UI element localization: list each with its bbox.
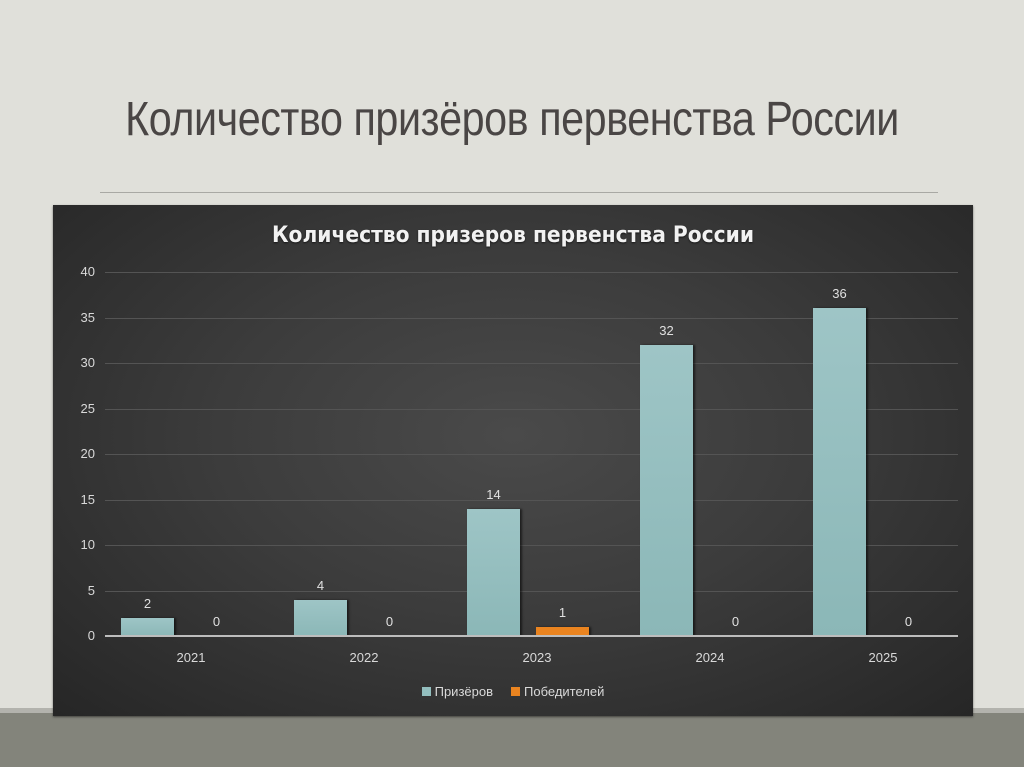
x-tick-label: 2024: [695, 650, 725, 665]
x-axis-line: [105, 635, 958, 637]
data-label: 1: [558, 604, 567, 620]
data-label: 0: [731, 614, 740, 629]
x-tick-label: 2022: [349, 650, 379, 665]
legend-label: Победителей: [524, 684, 605, 699]
bar-prizewinners-2025: [813, 308, 866, 636]
bar-prizewinners-2023: [467, 508, 520, 636]
y-tick-label: 20: [80, 446, 95, 461]
bar-winners-2023: [536, 626, 589, 636]
data-label: 0: [212, 614, 221, 629]
legend-swatch-icon: [421, 687, 431, 696]
gridline-10: [105, 545, 958, 546]
x-tick-label: 2021: [176, 650, 206, 665]
gridline-5: [105, 590, 958, 592]
data-label: 14: [486, 486, 501, 502]
y-tick-label: 10: [80, 537, 95, 552]
data-label: 4: [316, 577, 325, 593]
y-tick-label: 35: [80, 309, 95, 325]
x-tick-label: 2025: [868, 650, 898, 665]
y-tick-label: 30: [80, 355, 95, 370]
gridline-25: [105, 408, 958, 410]
x-tick-label: 2023: [522, 650, 552, 665]
bar-prizewinners-2021: [121, 617, 174, 636]
legend-item-winners: Победителей: [511, 684, 604, 699]
y-tick-label: 40: [80, 264, 95, 279]
slide-title: Количество призёров первенства России: [125, 93, 899, 146]
legend-label: Призёров: [434, 684, 494, 699]
gridline-20: [105, 454, 958, 455]
legend-item-prizewinners: Призёров: [421, 684, 494, 699]
y-tick-label: 15: [80, 491, 95, 507]
chart-title: Количество призеров первенства России: [271, 223, 755, 248]
data-label: 36: [832, 286, 847, 302]
footer-band: [0, 713, 1024, 767]
legend-swatch-icon: [511, 687, 521, 696]
bar-chart: Количество призеров первенства России 40…: [53, 205, 973, 716]
plot-area: 40 35 30 25 20 15 10 5 0 2 0 4 0 14 1 32 0 36 0 2…: [81, 264, 958, 665]
chart-legend: Призёров Победителей: [53, 684, 973, 699]
bar-prizewinners-2022: [294, 599, 347, 636]
gridline-15: [105, 499, 958, 501]
data-label: 0: [385, 614, 394, 629]
data-label: 32: [659, 322, 674, 338]
bar-prizewinners-2024: [640, 344, 693, 636]
gridline-30: [105, 363, 958, 364]
gridline-40: [105, 272, 958, 273]
y-tick-label: 0: [87, 628, 95, 643]
data-label: 0: [904, 614, 913, 629]
title-divider: [100, 192, 938, 193]
y-tick-label: 25: [80, 400, 95, 416]
y-tick-label: 5: [87, 582, 95, 598]
gridline-35: [105, 317, 958, 319]
data-label: 2: [143, 595, 152, 611]
